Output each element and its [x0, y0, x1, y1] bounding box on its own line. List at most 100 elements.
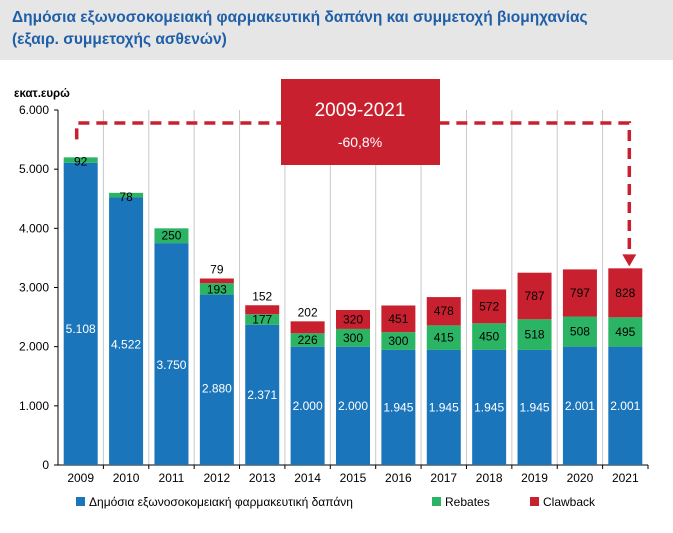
bar-rebates	[154, 228, 189, 244]
data-label-rebates: 92	[74, 154, 88, 168]
data-label-public: 1.945	[383, 400, 413, 414]
y-axis-label: εκατ.ευρώ	[14, 88, 70, 100]
y-tick-label: 3.000	[19, 281, 49, 295]
bar-rebates	[290, 333, 325, 347]
x-tick-label: 2009	[67, 471, 94, 485]
chart-subtitle: (εξαιρ. συμμετοχής ασθενών)	[12, 31, 227, 48]
data-label-clawback: 152	[252, 289, 272, 303]
data-label-public: 3.750	[156, 358, 186, 372]
data-label-public: 2.371	[247, 388, 277, 402]
bar-public-spending	[381, 349, 416, 465]
bar-rebates	[199, 283, 234, 295]
x-tick-label: 2019	[521, 471, 548, 485]
data-label-rebates: 300	[343, 331, 363, 345]
bar-clawback	[245, 305, 280, 315]
data-label-rebates: 450	[479, 330, 499, 344]
data-label-rebates: 177	[252, 313, 272, 327]
data-label-clawback: 478	[434, 304, 454, 318]
data-label-clawback: 202	[298, 305, 318, 319]
bar-clawback	[290, 321, 325, 334]
y-tick-label: 1.000	[19, 399, 49, 413]
x-tick-label: 2017	[430, 471, 457, 485]
x-tick-label: 2015	[340, 471, 367, 485]
bar-clawback	[472, 289, 507, 324]
bar-public-spending	[426, 349, 461, 465]
callout-period: 2009-2021	[315, 100, 406, 121]
bar-clawback	[426, 297, 461, 326]
x-tick-label: 2018	[476, 471, 503, 485]
x-tick-label: 2013	[249, 471, 276, 485]
bar-public-spending	[109, 197, 144, 465]
bar-rebates	[426, 325, 461, 350]
data-label-rebates: 78	[119, 190, 133, 204]
y-tick-label: 0	[42, 458, 49, 472]
bar-rebates	[562, 316, 597, 347]
callout-change: -60,8%	[338, 134, 382, 150]
data-label-public: 4.522	[111, 338, 141, 352]
data-label-clawback: 787	[525, 289, 545, 303]
bar-rebates	[63, 157, 98, 163]
data-label-public: 1.945	[474, 400, 504, 414]
callout-box	[281, 79, 440, 165]
data-label-public: 1.945	[520, 400, 550, 414]
bar-clawback	[336, 309, 370, 329]
x-tick-label: 2020	[567, 471, 594, 485]
legend-swatch	[76, 497, 85, 506]
bar-clawback	[517, 272, 552, 320]
legend-label: Clawback	[543, 495, 596, 509]
x-tick-label: 2016	[385, 471, 412, 485]
data-label-public: 2.880	[202, 381, 232, 395]
bar-public-spending	[608, 346, 643, 465]
data-label-public: 2.001	[610, 399, 640, 413]
bar-rebates	[472, 323, 507, 350]
bar-rebates	[336, 328, 370, 347]
data-label-clawback: 797	[570, 286, 590, 300]
data-label-rebates: 415	[434, 331, 454, 345]
x-tick-label: 2011	[159, 471, 185, 485]
title-bar: Δημόσια εξωνοσοκομειακή φαρμακευτική δαπ…	[0, 0, 673, 60]
bar-public-spending	[336, 346, 370, 465]
x-tick-label: 2014	[294, 471, 321, 485]
bar-rebates	[245, 314, 280, 325]
data-label-clawback: 451	[388, 312, 408, 326]
y-tick-label: 6.000	[19, 103, 49, 117]
bar-public-spending	[63, 162, 98, 465]
y-tick-label: 5.000	[19, 162, 49, 176]
data-label-public: 2.000	[338, 399, 368, 413]
bar-public-spending	[562, 346, 597, 465]
x-tick-label: 2012	[203, 471, 230, 485]
legend-swatch	[530, 497, 539, 506]
data-label-clawback: 572	[479, 299, 499, 313]
data-label-rebates: 250	[161, 229, 181, 243]
data-label-public: 2.001	[565, 399, 595, 413]
bar-clawback	[199, 278, 234, 284]
data-label-rebates: 508	[570, 325, 590, 339]
x-tick-label: 2010	[113, 471, 140, 485]
bar-rebates	[517, 319, 552, 350]
chart-title: Δημόσια εξωνοσοκομειακή φαρμακευτική δαπ…	[12, 9, 588, 26]
bar-public-spending	[472, 349, 507, 465]
data-label-rebates: 495	[615, 325, 635, 339]
legend-label: Δημόσια εξωνοσοκομειακή φαρμακευτική δαπ…	[89, 495, 353, 509]
data-label-rebates: 300	[388, 334, 408, 348]
bar-rebates	[608, 317, 643, 347]
bar-clawback	[562, 269, 597, 317]
bar-public-spending	[199, 294, 234, 465]
data-label-clawback: 828	[615, 286, 635, 300]
bar-clawback	[381, 305, 416, 333]
y-tick-label: 2.000	[19, 340, 49, 354]
data-label-clawback: 320	[343, 312, 363, 326]
x-tick-label: 2021	[612, 471, 639, 485]
data-label-rebates: 226	[298, 333, 318, 347]
y-tick-label: 4.000	[19, 221, 49, 235]
bar-public-spending	[154, 243, 189, 465]
data-label-public: 5.108	[66, 322, 96, 336]
legend-swatch	[432, 497, 441, 506]
data-label-public: 2.000	[293, 399, 323, 413]
bar-clawback	[608, 268, 643, 318]
bar-rebates	[109, 192, 144, 198]
data-label-rebates: 193	[207, 283, 227, 297]
legend-label: Rebates	[445, 495, 490, 509]
bar-rebates	[381, 332, 416, 350]
